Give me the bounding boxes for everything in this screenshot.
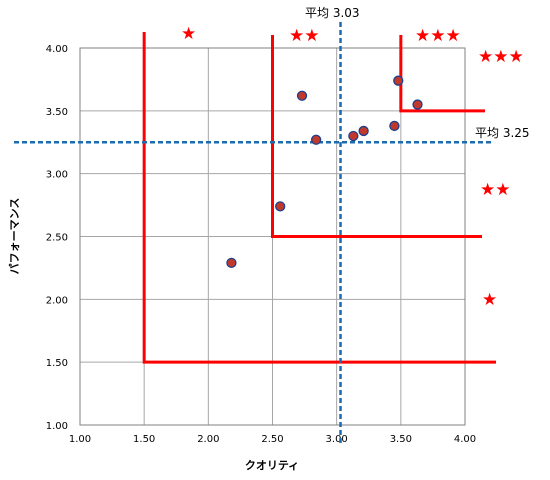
x-tick-label: 4.00 (454, 434, 476, 445)
y-tick-label: 1.00 (46, 421, 68, 432)
x-tick-label: 3.50 (390, 434, 412, 445)
y-tick-labels: 1.00 1.50 2.00 2.50 3.00 3.50 4.00 (46, 44, 68, 432)
y-tick-label: 1.50 (46, 358, 68, 369)
y-tick-label: 2.00 (46, 295, 68, 306)
data-point (389, 120, 400, 132)
star-rating-label: ★★ (480, 180, 510, 200)
x-axis-title: クオリティ (245, 459, 299, 472)
data-point (296, 90, 308, 101)
y-tick-label: 2.50 (46, 233, 68, 244)
data-point (412, 99, 423, 110)
y-axis-title: パフォーマンス (8, 198, 21, 275)
data-points (226, 75, 423, 269)
mean-lines (14, 22, 492, 445)
x-tick-labels: 1.00 1.50 2.00 2.50 3.00 3.50 4.00 (69, 434, 476, 445)
x-mean-label: 平均 3.03 (305, 6, 360, 20)
data-point (226, 257, 237, 269)
data-point (275, 201, 286, 212)
star-rating-label: ★ (181, 24, 196, 44)
x-tick-label: 1.00 (69, 434, 91, 445)
x-tick-label: 2.00 (197, 434, 219, 445)
x-tick-label: 1.50 (133, 434, 155, 445)
y-tick-label: 4.00 (46, 44, 68, 55)
data-point (393, 75, 404, 86)
star-rating-label: ★★ (289, 26, 319, 46)
x-tick-label: 2.50 (261, 434, 283, 445)
star-rating-label: ★ (482, 290, 497, 310)
y-tick-label: 3.00 (46, 170, 68, 181)
data-point (358, 125, 369, 137)
data-point (348, 130, 359, 142)
x-tick-label: 3.00 (326, 434, 348, 445)
zone-boundary (399, 35, 485, 113)
star-rating-label: ★★★ (415, 26, 461, 46)
y-mean-label: 平均 3.25 (475, 126, 530, 140)
y-tick-label: 3.50 (46, 107, 68, 118)
zone-boundary (271, 35, 482, 238)
data-point (310, 134, 322, 145)
star-rating-label: ★★★ (478, 47, 524, 67)
